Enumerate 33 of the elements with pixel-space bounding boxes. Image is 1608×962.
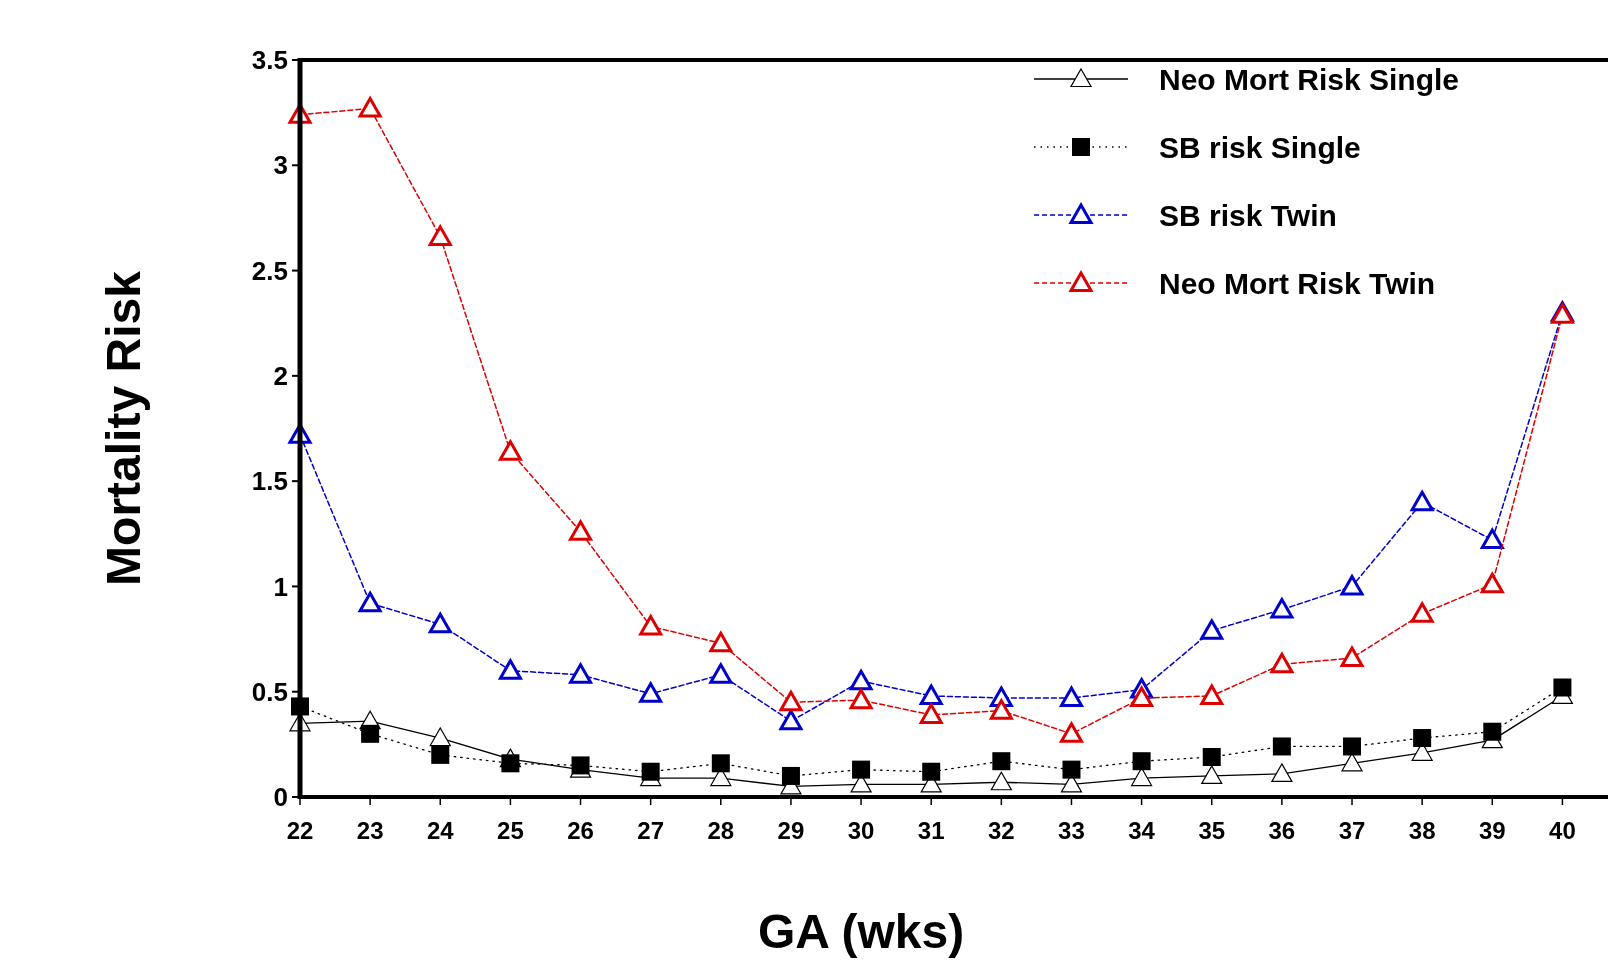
x-tick-label: 29 xyxy=(777,817,805,844)
x-tick-label: 38 xyxy=(1408,817,1436,844)
x-axis-title: GA (wks) xyxy=(757,905,965,958)
x-tick-label: 40 xyxy=(1549,817,1576,844)
x-tick-label: 34 xyxy=(1128,817,1156,844)
y-tick-label: 1 xyxy=(273,571,288,602)
legend-label: Neo Mort Risk Twin xyxy=(1159,266,1436,300)
x-tick-label: 36 xyxy=(1268,817,1296,844)
y-tick-label: 3.5 xyxy=(251,45,288,76)
x-tick-label: 33 xyxy=(1058,817,1085,844)
x-tick-label: 35 xyxy=(1198,817,1226,844)
x-tick-label: 37 xyxy=(1338,817,1366,844)
x-tick-label: 31 xyxy=(917,817,945,844)
y-tick-label: 0.5 xyxy=(251,676,288,707)
y-tick-label: 2.5 xyxy=(251,255,288,286)
y-tick-label: 2 xyxy=(273,360,288,391)
legend-label: Neo Mort Risk Single xyxy=(1159,62,1460,96)
legend-label: SB risk Twin xyxy=(1159,198,1337,232)
x-tick-label: 26 xyxy=(567,817,594,844)
x-tick-label: 28 xyxy=(707,817,735,844)
x-tick-label: 39 xyxy=(1478,817,1506,844)
x-tick-label: 25 xyxy=(497,817,524,844)
x-tick-label: 27 xyxy=(637,817,665,844)
x-tick-label: 30 xyxy=(847,817,875,844)
x-tick-label: 23 xyxy=(356,817,384,844)
y-tick-label: 1.5 xyxy=(251,466,288,497)
y-axis-title: Mortality Risk xyxy=(97,270,150,586)
x-tick-label: 24 xyxy=(426,817,455,844)
legend-label: SB risk Single xyxy=(1159,130,1361,164)
y-tick-label: 0 xyxy=(273,782,288,813)
x-tick-label: 22 xyxy=(286,817,314,844)
x-tick-label: 32 xyxy=(987,817,1015,844)
y-tick-label: 3 xyxy=(273,150,288,181)
